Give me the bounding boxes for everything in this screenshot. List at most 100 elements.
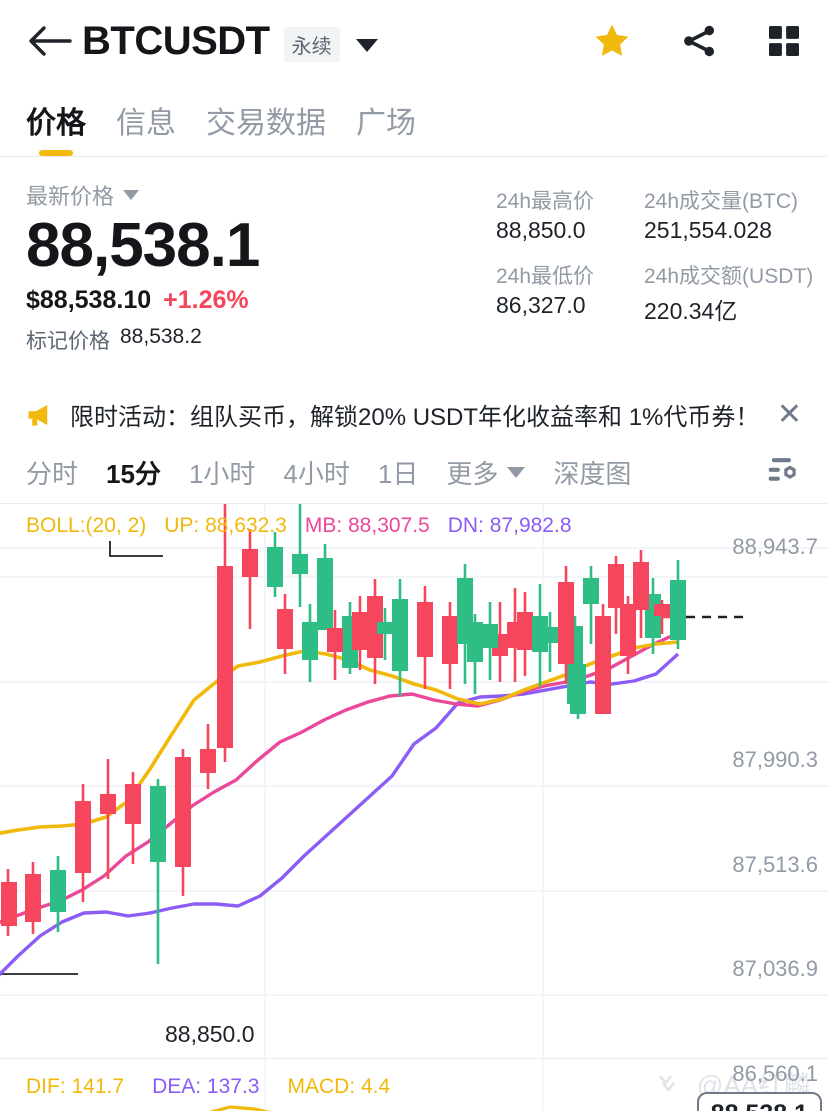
high-marker-label: 88,850.0 <box>165 1020 255 1047</box>
y-tick-5: 86,560.1 <box>732 1060 818 1086</box>
y-tick-0: 88,943.7 <box>732 533 818 559</box>
boll-mb-value: MB: 88,307.5 <box>304 513 430 537</box>
stat-low: 24h最低价 86,327.0 <box>496 260 622 326</box>
macd-legend: DIF: 141.7 DEA: 137.3 MACD: 4.4 <box>26 1075 390 1099</box>
depth-chart-tab[interactable]: 深度图 <box>553 459 632 490</box>
candle-item <box>507 587 523 682</box>
y-tick-2: 87,990.3 <box>732 746 818 772</box>
candle-item <box>50 855 66 932</box>
candle-item <box>620 595 636 674</box>
candle-item <box>570 655 586 719</box>
candle-item <box>317 543 333 630</box>
stat-low-value: 86,327.0 <box>496 292 586 318</box>
grid-icon[interactable] <box>766 23 802 59</box>
chevron-down-icon[interactable] <box>355 38 378 52</box>
candle-item <box>633 549 649 638</box>
candle-item <box>200 723 216 789</box>
stats-column: 24h最高价 88,850.0 24h成交量(BTC) 251,554.028 … <box>496 179 813 355</box>
candlestick-chart[interactable]: BOLL:(20, 2) UP: 88,632.3 MB: 88,307.5 D… <box>0 502 828 1111</box>
interval-1d[interactable]: 1日 <box>377 459 419 490</box>
boll-legend: BOLL:(20, 2) UP: 88,632.3 MB: 88,307.5 D… <box>0 504 572 548</box>
last-price-value: 88,538.1 <box>26 211 260 280</box>
candle-item <box>352 595 368 670</box>
boll-up-value: UP: 88,632.3 <box>164 513 287 537</box>
stat-low-label: 24h最低价 <box>496 265 595 288</box>
macd-dif-value: DIF: 141.7 <box>26 1074 125 1098</box>
candle-item <box>457 563 473 684</box>
latest-price-label-row[interactable]: 最新价格 <box>26 179 496 211</box>
price-left-column: 最新价格 88,538.1 $88,538.10 +1.26% 标记价格 88,… <box>26 179 496 355</box>
stats-grid: 24h最高价 88,850.0 24h成交量(BTC) 251,554.028 … <box>496 185 813 326</box>
interval-more[interactable]: 更多 <box>446 454 526 491</box>
chart-canvas[interactable] <box>0 503 828 1059</box>
candle-item <box>25 861 41 934</box>
mark-price-label: 标记价格 <box>26 329 110 353</box>
current-price-tag: 88,538.1 <box>696 1091 822 1111</box>
stat-turnover-label: 24h成交额(USDT) <box>644 265 814 288</box>
candle-item <box>100 758 116 879</box>
boll-upper-band-line <box>0 640 679 835</box>
tabs-divider <box>0 156 828 157</box>
candle-item <box>75 783 91 902</box>
mark-price-row: 标记价格 88,538.2 <box>26 325 496 355</box>
macd-canvas <box>208 1058 544 1111</box>
macd-macd-value: MACD: 4.4 <box>287 1074 391 1098</box>
tab-price[interactable]: 价格 <box>26 98 86 156</box>
interval-1h[interactable]: 1小时 <box>188 459 256 490</box>
chart-settings-icon[interactable] <box>764 451 802 494</box>
candle-item <box>654 599 670 634</box>
app-header: BTCUSDT 永续 <box>0 0 828 82</box>
header-actions <box>592 21 802 61</box>
symbol-name: BTCUSDT <box>82 18 270 63</box>
back-arrow-icon[interactable] <box>26 24 72 58</box>
stat-volume-btc-value: 251,554.028 <box>644 217 772 243</box>
stat-turnover-usdt: 24h成交额(USDT) 220.34亿 <box>644 260 813 326</box>
interval-15m[interactable]: 15分 <box>106 459 161 490</box>
section-tabs: 价格 信息 交易数据 广场 <box>0 82 828 156</box>
candle-series <box>1 503 686 964</box>
share-icon[interactable] <box>680 22 718 60</box>
candle-item <box>1 868 17 936</box>
grid-vertical <box>264 503 544 1059</box>
stat-high: 24h最高价 88,850.0 <box>496 185 622 244</box>
stat-volume-btc-label: 24h成交量(BTC) <box>644 190 799 213</box>
tab-square[interactable]: 广场 <box>356 107 416 140</box>
boll-dn-value: DN: 87,982.8 <box>447 513 572 537</box>
tab-trade-data[interactable]: 交易数据 <box>206 107 326 140</box>
mark-price-value: 88,538.2 <box>120 324 202 348</box>
chevron-down-icon <box>507 467 526 479</box>
candle-item <box>482 601 498 680</box>
interval-timeline[interactable]: 分时 <box>26 459 79 490</box>
candle-item <box>175 748 191 896</box>
chevron-down-icon[interactable] <box>123 190 140 200</box>
megaphone-icon <box>26 402 56 428</box>
stat-volume-btc: 24h成交量(BTC) 251,554.028 <box>644 185 813 244</box>
candle-item <box>367 578 383 684</box>
candle-item <box>392 578 408 696</box>
symbol-group[interactable]: BTCUSDT 永续 <box>82 19 378 64</box>
candle-item <box>292 503 308 607</box>
candle-item <box>608 555 624 634</box>
usd-price-value: $88,538.10 <box>26 285 152 314</box>
macd-dea-value: DEA: 137.3 <box>152 1074 260 1098</box>
interval-4h[interactable]: 4小时 <box>283 459 350 490</box>
promo-banner[interactable]: 限时活动：组队买币，解锁20% USDT年化收益率和 1%代币券！ ✕ <box>0 387 828 443</box>
interval-more-label: 更多 <box>446 459 499 490</box>
price-summary: 最新价格 88,538.1 $88,538.10 +1.26% 标记价格 88,… <box>0 157 828 355</box>
candle-item <box>583 565 599 644</box>
latest-price-label: 最新价格 <box>26 184 115 209</box>
star-icon[interactable] <box>592 21 632 61</box>
promo-banner-text: 限时活动：组队买币，解锁20% USDT年化收益率和 1%代币券！ <box>70 404 760 432</box>
candle-item <box>377 607 393 660</box>
candle-item <box>267 531 283 597</box>
candle-item <box>125 771 141 864</box>
candle-item <box>327 609 343 680</box>
close-icon[interactable]: ✕ <box>776 397 802 431</box>
price-sub-row: $88,538.10 +1.26% <box>26 286 496 315</box>
grid-horizontal <box>0 547 828 996</box>
candle-item <box>595 603 611 714</box>
boll-name-label: BOLL:(20, 2) <box>26 513 147 537</box>
tab-info[interactable]: 信息 <box>116 107 176 140</box>
high-marker-line <box>109 540 163 557</box>
